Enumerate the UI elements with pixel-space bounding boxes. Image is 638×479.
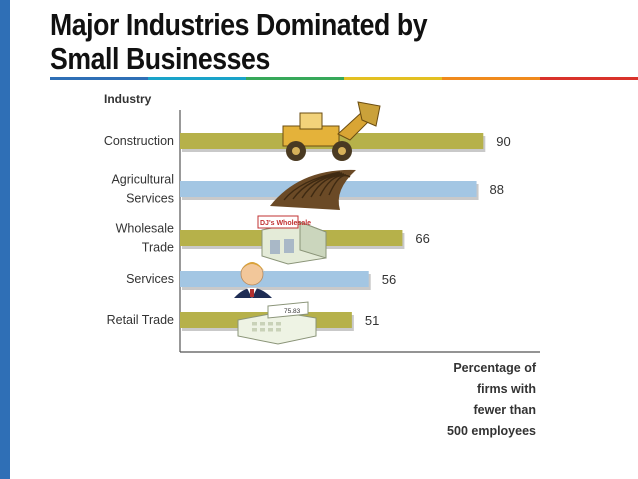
category-label: Wholesale xyxy=(116,222,174,236)
store-sign-text: DJ's Wholesale xyxy=(260,220,311,227)
businessman-icon xyxy=(234,262,272,298)
category-label: Construction xyxy=(104,134,174,148)
category-label: Trade xyxy=(142,241,174,255)
x-axis-title-line: fewer than xyxy=(473,403,536,417)
value-label: 90 xyxy=(496,134,510,149)
plowed-field-icon xyxy=(270,169,356,210)
bar xyxy=(180,271,369,287)
category-label: Retail Trade xyxy=(107,313,174,327)
title-rule-segment xyxy=(50,77,148,80)
cash-register-icon: 75.83 xyxy=(237,301,317,345)
title-rule-segment xyxy=(344,77,442,80)
title-rule-segment xyxy=(148,77,246,80)
title-rule-segment xyxy=(246,77,344,80)
category-label: Agricultural xyxy=(111,173,174,187)
title-rule-segment xyxy=(442,77,540,80)
value-label: 51 xyxy=(365,313,379,328)
register-display-text: 75.83 xyxy=(284,308,301,315)
y-axis-title: Industry xyxy=(104,92,152,106)
value-label: 56 xyxy=(382,272,396,287)
x-axis-title-line: firms with xyxy=(477,382,536,396)
title-rule-segment xyxy=(540,77,638,80)
bulldozer-icon xyxy=(282,101,381,161)
value-label: 66 xyxy=(415,231,429,246)
title-line-1: Major Industries Dominated by xyxy=(50,7,428,42)
left-accent-bar xyxy=(0,0,10,479)
x-axis-title-line: Percentage of xyxy=(453,361,537,375)
category-label: Services xyxy=(126,272,174,286)
value-label: 88 xyxy=(490,182,504,197)
x-axis-title-line: 500 employees xyxy=(447,424,536,438)
wholesale-store-icon: DJ's Wholesale xyxy=(257,215,327,265)
slide-title: Major Industries Dominated by Small Busi… xyxy=(50,7,428,76)
title-rule xyxy=(50,77,638,80)
category-label: Services xyxy=(126,192,174,206)
title-line-2: Small Businesses xyxy=(50,41,270,76)
